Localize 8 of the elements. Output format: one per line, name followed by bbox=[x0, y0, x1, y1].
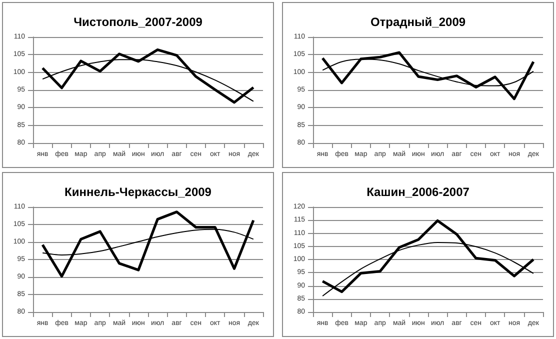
line-series bbox=[321, 219, 535, 294]
line-series bbox=[41, 48, 255, 104]
chart-title: Киннель-Черкассы_2009 bbox=[64, 185, 212, 199]
chart-title: Кашин_2006-2007 bbox=[366, 185, 470, 199]
line-series bbox=[321, 51, 535, 100]
line-series bbox=[41, 210, 255, 278]
chart-title: Отрадный_2009 bbox=[370, 15, 466, 29]
chart-title: Чистополь_2007-2009 bbox=[74, 15, 203, 29]
